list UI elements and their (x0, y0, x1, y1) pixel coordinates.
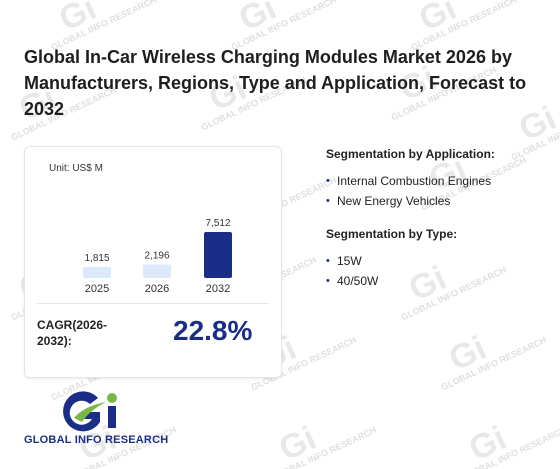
segmentation-type: Segmentation by Type: 15W 40/50W (326, 227, 457, 291)
segmentation-type-heading: Segmentation by Type: (326, 227, 458, 241)
list-item: 15W (326, 251, 457, 271)
list-item: New Energy Vehicles (326, 191, 495, 211)
logo-text: GLOBAL INFO RESEARCH (24, 434, 169, 446)
cagr-label: CAGR(2026-2032): (37, 318, 108, 348)
company-logo: GLOBAL INFO RESEARCH (24, 388, 194, 458)
list-item: 40/50W (326, 271, 457, 291)
category-label: 2026 (145, 283, 169, 295)
value-label: 7,512 (205, 218, 230, 229)
segmentation-application: Segmentation by Application: Internal Co… (326, 147, 495, 211)
bar-chart: 1,815 2025 2,196 2026 7,512 2032 (83, 218, 232, 295)
category-label: 2032 (206, 283, 230, 295)
application-list: Internal Combustion Engines New Energy V… (326, 171, 495, 211)
page-title: Global In-Car Wireless Charging Modules … (24, 47, 527, 119)
unit-label: Unit: US$ M (49, 163, 103, 174)
card-divider (37, 303, 269, 304)
bar-2026 (143, 264, 171, 278)
bar-2032 (204, 232, 232, 278)
cagr-value: 22.8% (173, 315, 253, 346)
type-list: 15W 40/50W (326, 251, 457, 291)
list-item: Internal Combustion Engines (326, 171, 495, 191)
category-label: 2025 (85, 283, 109, 295)
gi-logo-icon (63, 391, 117, 432)
value-label: 1,815 (84, 253, 109, 264)
bar-2025 (83, 266, 111, 278)
segmentation-application-heading: Segmentation by Application: (326, 147, 495, 161)
value-label: 2,196 (144, 251, 169, 262)
market-size-card: Unit: US$ M 1,815 2025 2,196 2026 7,512 2032 … (24, 146, 282, 378)
